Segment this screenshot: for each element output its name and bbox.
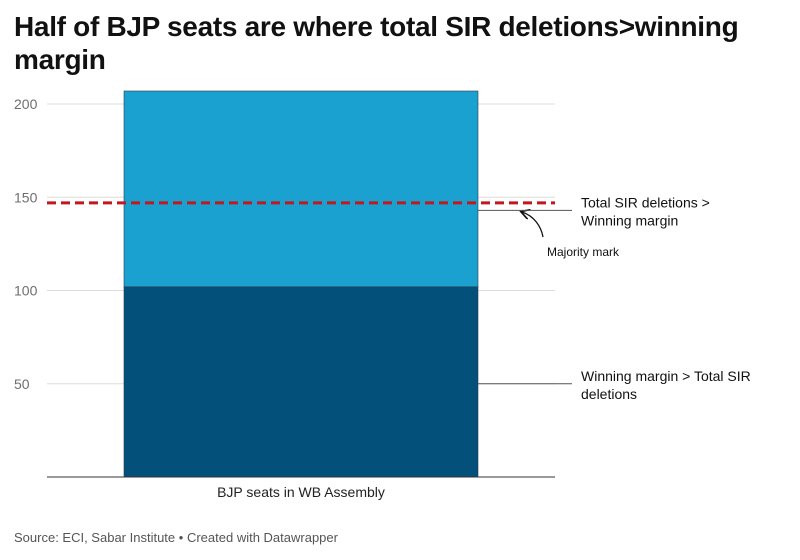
series-label-1: Winning margin > Total SIR deletions xyxy=(581,368,751,402)
y-tick-label-100: 100 xyxy=(14,283,38,299)
y-tick-label-200: 200 xyxy=(14,96,38,112)
chart-footer: Source: ECI, Sabar Institute • Created w… xyxy=(14,530,338,545)
bar-segment-1 xyxy=(123,286,479,478)
category-label: BJP seats in WB Assembly xyxy=(217,484,385,500)
y-tick-label-150: 150 xyxy=(14,189,38,205)
credit-note: Created with Datawrapper xyxy=(186,530,338,545)
majority-mark-label: Majority mark xyxy=(547,245,620,259)
y-tick-label-50: 50 xyxy=(14,376,30,392)
chart-title: Half of BJP seats are where total SIR de… xyxy=(14,11,739,75)
footer-separator: • xyxy=(178,530,184,545)
series-label-2: Total SIR deletions > Winning margin xyxy=(581,194,710,228)
majority-arrow xyxy=(522,212,544,238)
bar-segment-2 xyxy=(123,90,479,288)
source-note: Source: ECI, Sabar Institute xyxy=(14,530,176,545)
